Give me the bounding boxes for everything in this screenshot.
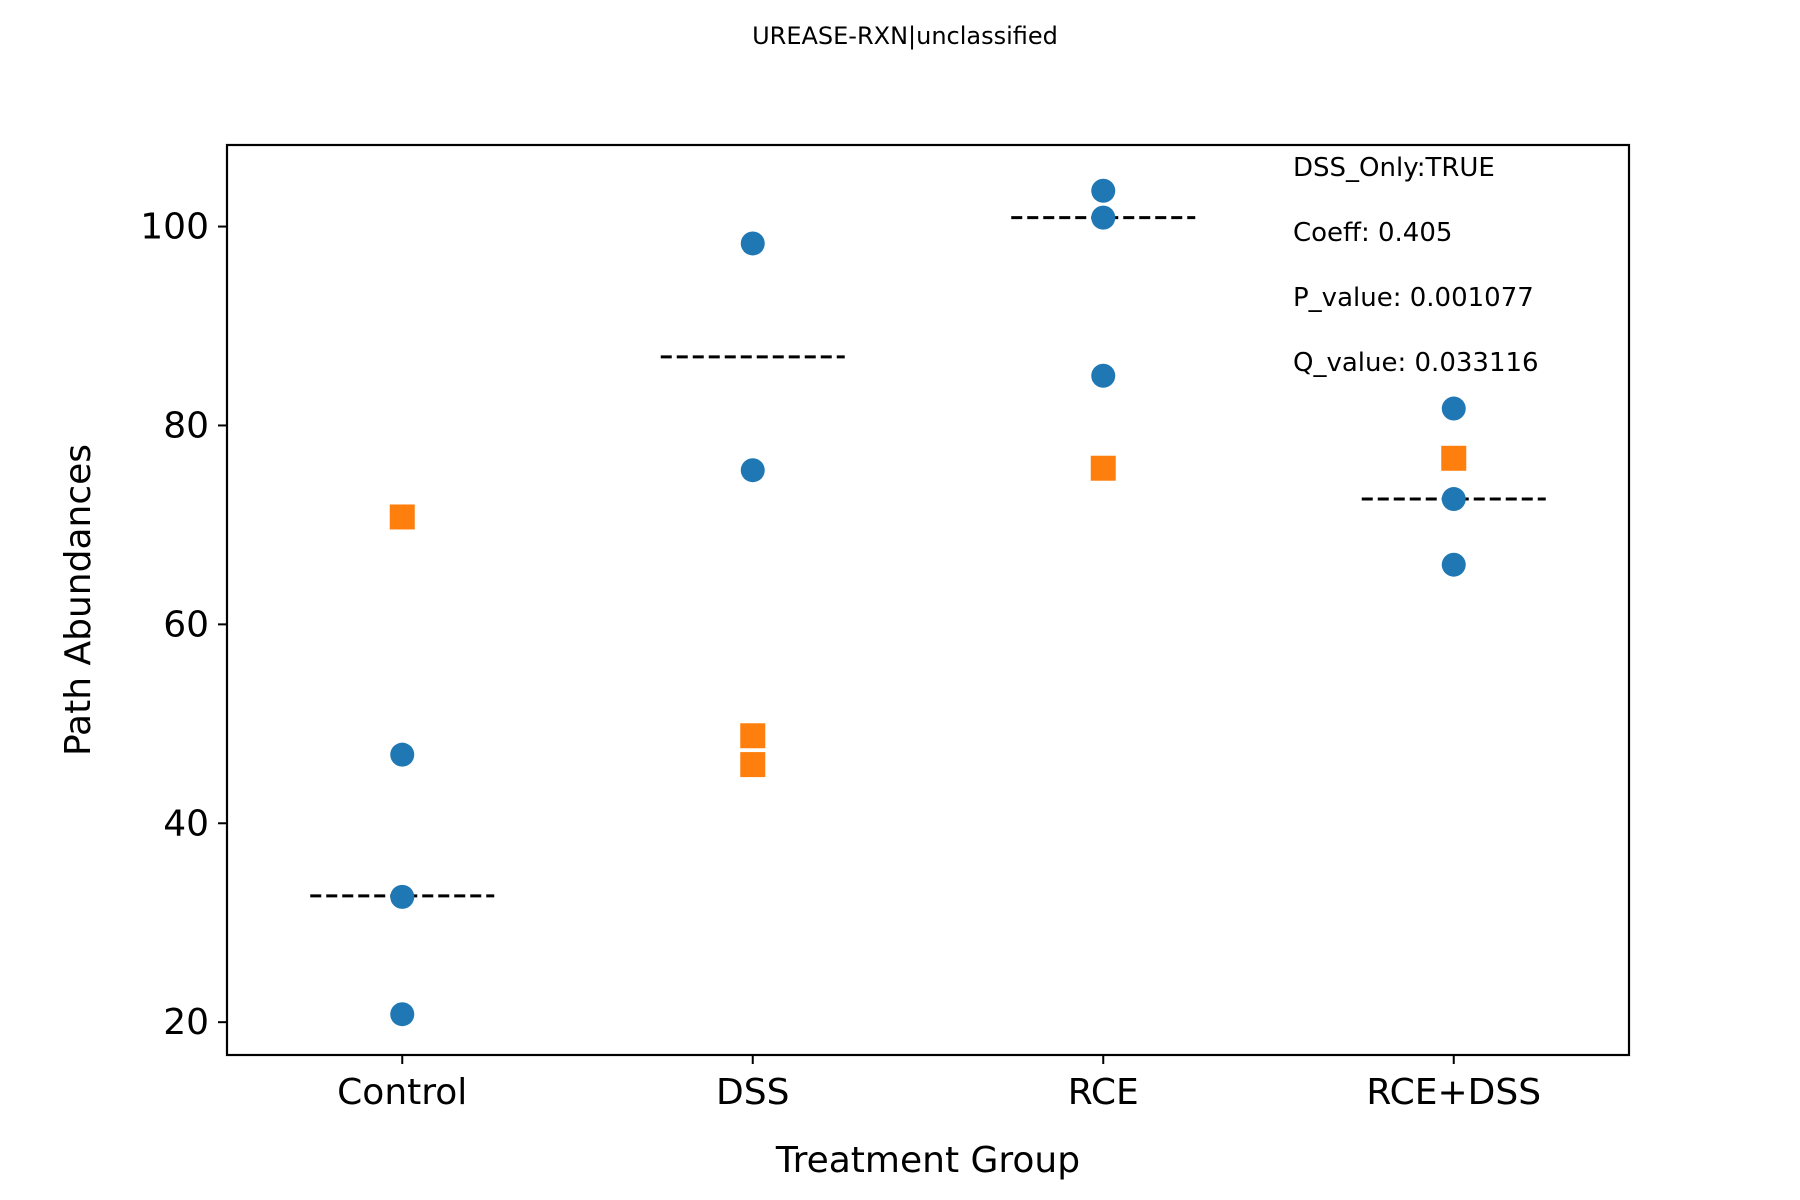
group-mean-lines xyxy=(310,216,1546,898)
stats-annotation: P_value: 0.001077 xyxy=(1293,283,1534,313)
square-data-point xyxy=(1090,455,1116,481)
circle-data-point xyxy=(1441,552,1466,577)
circle-data-point xyxy=(1091,178,1116,203)
circle-data-point xyxy=(390,1002,415,1027)
y-axis-label: Path Abundances xyxy=(58,444,99,756)
circle-data-point xyxy=(1441,487,1466,512)
circle-data-point xyxy=(740,458,765,483)
stats-annotation: Coeff: 0.405 xyxy=(1293,218,1452,248)
circle-data-point xyxy=(390,742,415,767)
stats-annotation: DSS_Only:TRUE xyxy=(1293,153,1495,183)
y-tick-label: 80 xyxy=(163,405,209,446)
square-data-point xyxy=(740,723,766,749)
y-tick-label: 100 xyxy=(140,207,209,248)
square-data-point xyxy=(389,504,415,530)
x-tick-label: Control xyxy=(337,1072,467,1113)
x-tick-label: RCE+DSS xyxy=(1366,1072,1541,1113)
circle-data-point xyxy=(390,884,415,909)
y-axis-ticks: 20 40 60 80 100 xyxy=(140,207,227,1043)
square-data-point xyxy=(740,752,766,778)
circle-data-point xyxy=(1441,396,1466,421)
plot-frame xyxy=(225,143,1631,1057)
y-tick-label: 40 xyxy=(163,803,209,844)
chart-title: UREASE-RXN|unclassified xyxy=(752,22,1058,50)
circle-data-point xyxy=(1091,363,1116,388)
circle-data-point xyxy=(1091,205,1116,230)
stats-annotations: DSS_Only:TRUE Coeff: 0.405 P_value: 0.0010… xyxy=(1293,153,1539,378)
y-tick-label: 60 xyxy=(163,604,209,645)
y-tick-label: 20 xyxy=(163,1002,209,1043)
stats-annotation: Q_value: 0.033116 xyxy=(1293,348,1539,378)
circle-data-point xyxy=(740,231,765,256)
square-data-point xyxy=(1441,445,1467,471)
data-points xyxy=(389,178,1467,1027)
x-tick-label: RCE xyxy=(1068,1072,1139,1113)
x-axis-ticks: Control DSS RCE RCE+DSS xyxy=(337,1055,1541,1113)
x-tick-label: DSS xyxy=(716,1072,789,1113)
x-axis-label: Treatment Group xyxy=(775,1140,1080,1181)
